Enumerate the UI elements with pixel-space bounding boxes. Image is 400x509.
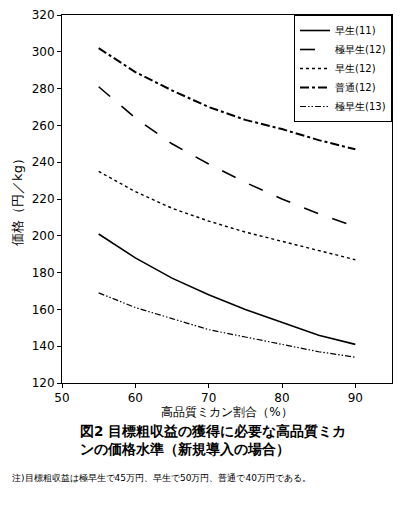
svg-text:価格（円／kg）: 価格（円／kg） <box>10 152 25 246</box>
html-text:注)目標粗収益は極早生で45万円、早生で50万円、普通で40: 注)目標粗収益は極早生で45万円、早生で50万円、普通で40万円である。 <box>12 473 311 483</box>
svg-text:早生(12): 早生(12) <box>335 63 376 74</box>
svg-text:50: 50 <box>54 391 69 405</box>
svg-text:早生(11): 早生(11) <box>335 25 376 36</box>
svg-text:70: 70 <box>201 391 216 405</box>
svg-text:200: 200 <box>32 229 55 243</box>
svg-text:80: 80 <box>274 391 289 405</box>
svg-text:120: 120 <box>32 376 55 390</box>
svg-text:300: 300 <box>32 45 55 59</box>
svg-text:高品質ミカン割合（%）: 高品質ミカン割合（%） <box>161 405 292 419</box>
html-text:図2 目標粗収益の獲得に必要な高品質ミカンの価格水準（新規導: 図2 目標粗収益の獲得に必要な高品質ミカンの価格水準（新規導入の場合） <box>80 423 347 457</box>
svg-text:180: 180 <box>32 266 55 280</box>
svg-text:普通(12): 普通(12) <box>335 82 376 93</box>
svg-text:280: 280 <box>32 82 55 96</box>
svg-text:240: 240 <box>32 155 55 169</box>
svg-text:140: 140 <box>32 339 55 353</box>
svg-text:60: 60 <box>128 391 143 405</box>
svg-text:220: 220 <box>32 192 55 206</box>
svg-text:極早生(13): 極早生(13) <box>335 101 386 112</box>
svg-text:90: 90 <box>348 391 363 405</box>
svg-text:320: 320 <box>32 8 55 22</box>
svg-text:260: 260 <box>32 119 55 133</box>
svg-text:160: 160 <box>32 303 55 317</box>
svg-text:極早生(12): 極早生(12) <box>335 44 386 55</box>
